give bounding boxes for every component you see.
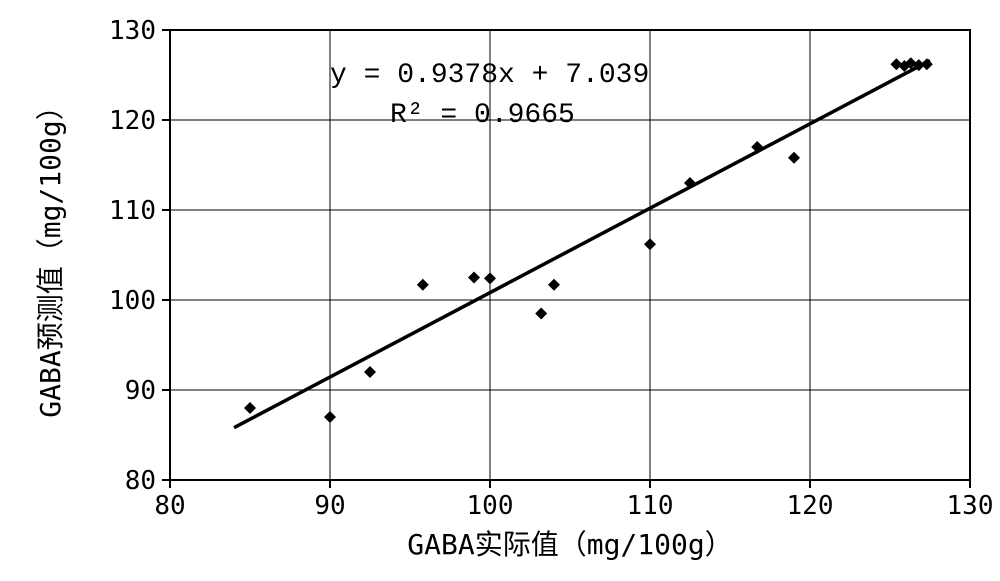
y-tick-label: 110 [109, 196, 156, 226]
x-tick-label: 90 [314, 491, 345, 521]
x-tick-label: 80 [154, 491, 185, 521]
y-tick-label: 90 [125, 376, 156, 406]
y-tick-label: 130 [109, 16, 156, 46]
y-tick-label: 80 [125, 466, 156, 496]
x-tick-label: 120 [787, 491, 834, 521]
scatter-chart: 80 90 100 110 120 130 80 90 100 110 120 130 GABA实际值（… [0, 0, 1000, 581]
x-axis-label: GABA实际值（mg/100g） [407, 528, 732, 561]
x-tick-label: 110 [627, 491, 674, 521]
equation-line: y = 0.9378x + 7.039 [330, 60, 649, 91]
x-tick-label: 130 [947, 491, 994, 521]
plot-area [170, 30, 970, 480]
r-squared: R² = 0.9665 [390, 100, 575, 131]
chart-svg: 80 90 100 110 120 130 80 90 100 110 120 130 GABA实际值（… [0, 0, 1000, 581]
x-tick-label: 100 [467, 491, 514, 521]
y-tick-label: 100 [109, 286, 156, 316]
y-tick-label: 120 [109, 106, 156, 136]
y-axis-label: GABA预测值（mg/100g） [34, 92, 67, 417]
